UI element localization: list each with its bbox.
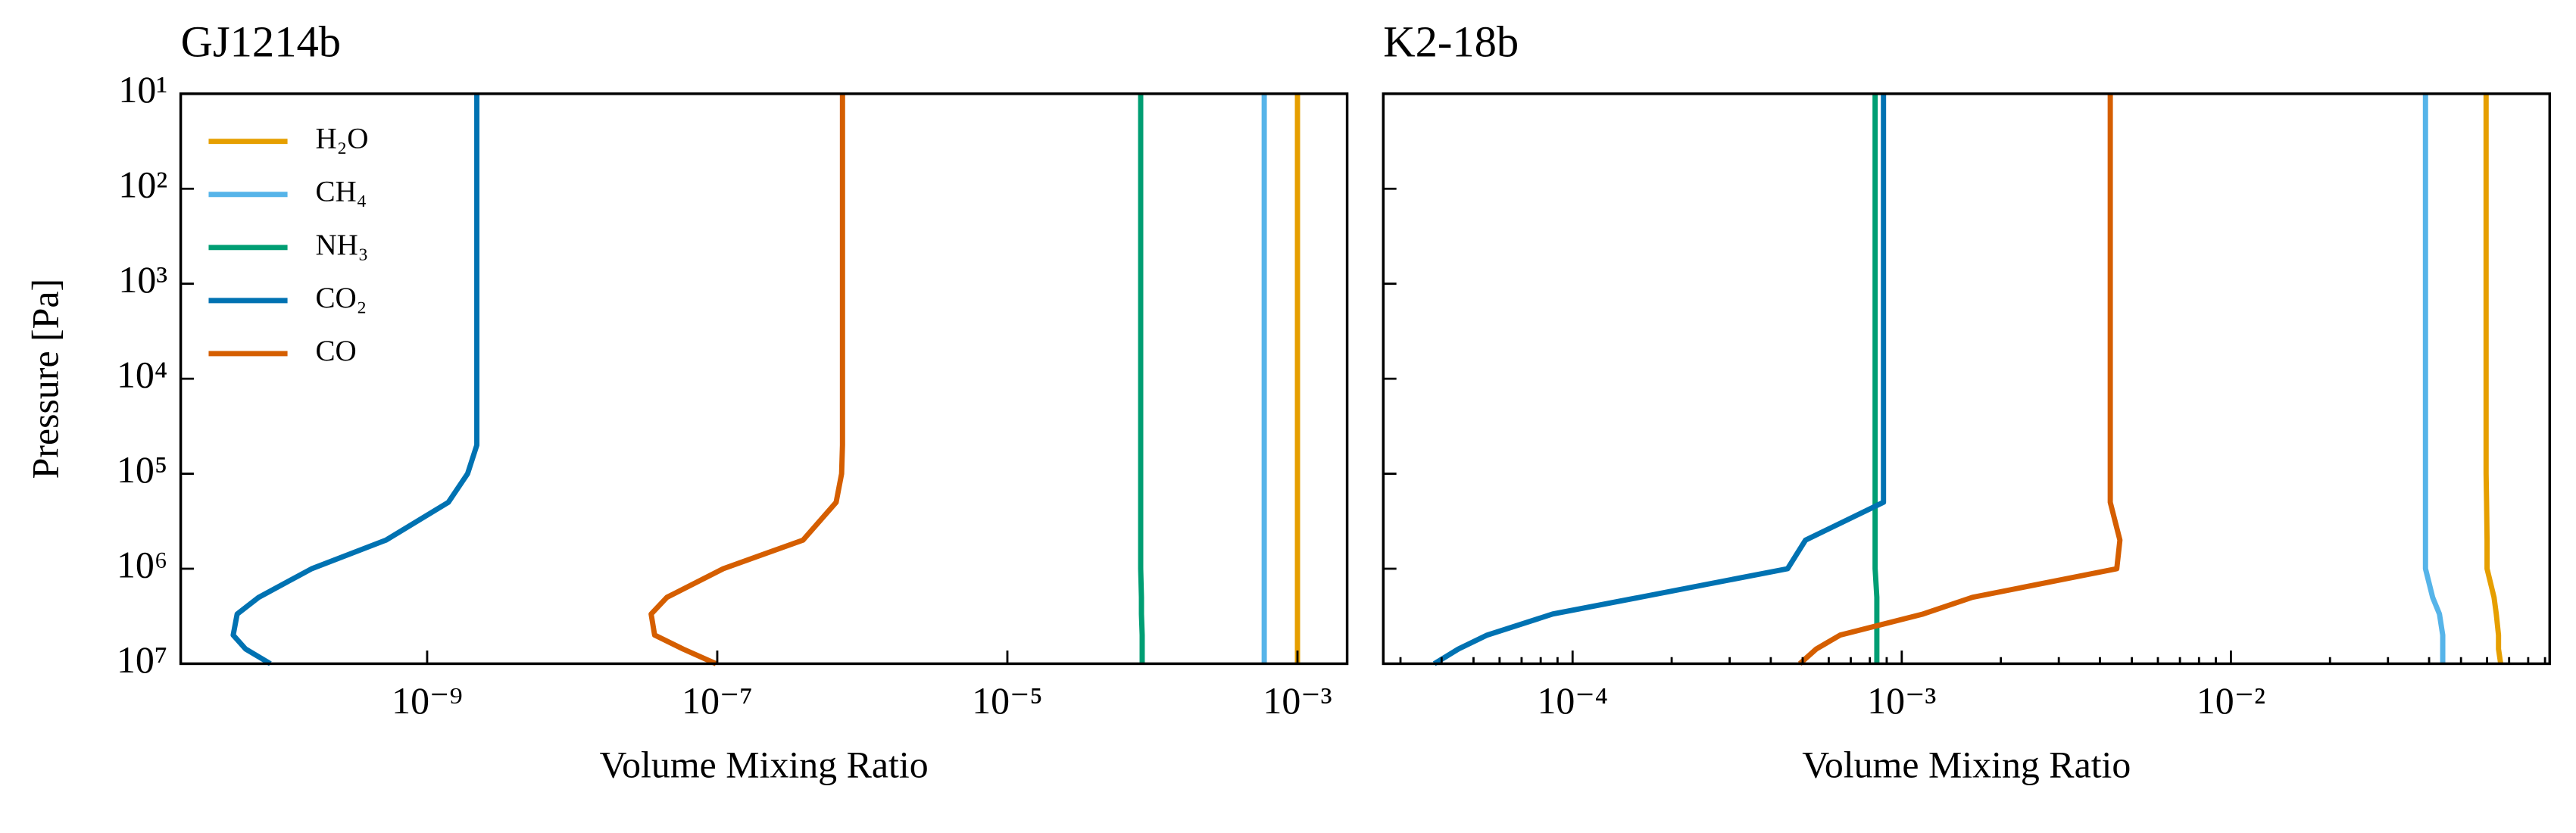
profile-line (648, 93, 845, 666)
chart-title: K2-18b (1383, 17, 1519, 66)
x-tick-label: 10⁻³ (1867, 680, 1936, 722)
x-axis-label: Volume Mixing Ratio (1802, 744, 2131, 786)
legend-label: CO (315, 335, 356, 367)
x-tick-label: 10⁻⁵ (972, 680, 1043, 722)
x-tick-label: 10⁻² (2197, 680, 2265, 722)
profile-line (2422, 93, 2446, 664)
profile-line (230, 93, 480, 666)
x-tick-label: 10⁻⁴ (1537, 680, 1608, 722)
y-tick-label: 10² (118, 164, 167, 206)
profile-line (1872, 93, 1880, 664)
legend-label: H₂O (315, 123, 368, 155)
y-tick-label: 10⁵ (117, 449, 167, 491)
plot-frame (1382, 92, 2552, 666)
profile-line (2483, 93, 2504, 664)
profile-line (1138, 93, 1145, 664)
x-tick-label: 10⁻⁹ (392, 680, 463, 722)
profile-line (1797, 93, 2123, 666)
y-tick-label: 10⁷ (117, 639, 167, 681)
legend-label: CO₂ (315, 282, 367, 314)
x-axis-label: Volume Mixing Ratio (600, 744, 929, 786)
y-axis-label: Pressure [Pa] (25, 279, 67, 479)
y-tick-label: 10⁶ (117, 544, 167, 585)
legend-label: NH₃ (315, 229, 368, 261)
x-tick-label: 10⁻⁷ (682, 680, 753, 722)
y-tick-label: 10¹ (118, 69, 167, 111)
x-tick-label: 10⁻³ (1263, 680, 1332, 722)
legend-label: CH₄ (315, 176, 367, 208)
chart-title: GJ1214b (181, 17, 341, 66)
profile-line (1432, 93, 1887, 666)
y-tick-label: 10⁴ (117, 354, 167, 396)
y-tick-label: 10³ (118, 259, 167, 301)
